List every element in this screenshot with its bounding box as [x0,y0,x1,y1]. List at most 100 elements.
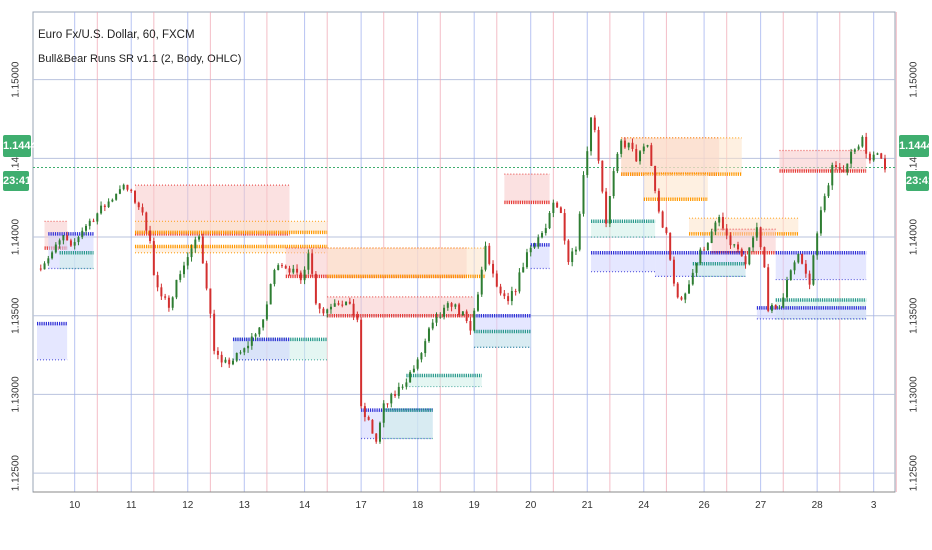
candle-body [446,303,449,308]
candle-body [247,345,250,349]
candle-body [544,228,547,234]
candle-body [541,233,544,238]
candle-body [672,259,675,284]
candle-body [559,207,562,214]
candle-body [100,205,103,214]
candle-body [416,359,419,369]
candle-body [292,268,295,273]
candle-body [329,306,332,310]
candle-body [642,146,645,152]
candle-body [661,211,664,228]
candle-body [691,272,694,285]
candle-body [186,257,189,266]
candle-body [254,334,257,337]
candle-body [510,291,513,302]
candle-body [239,352,242,354]
candle-body [876,153,879,155]
candle-body [84,225,87,231]
candle-body [631,142,634,149]
candle-body [224,359,227,363]
candle-body [352,303,355,316]
candle-body [752,237,755,248]
candle-body [503,293,506,297]
candle-body [137,202,140,208]
candle-body [118,189,121,194]
candle-body [363,406,366,418]
bear-zone [327,296,475,316]
candle-body [804,263,807,274]
candle-body [337,303,340,305]
candle-body [348,301,351,304]
bull-zone [37,323,68,360]
candle-body [476,294,479,311]
bull-zone [59,252,94,269]
x-tick-label: 17 [356,500,368,511]
bull-zone [530,244,550,269]
candle-body [111,199,114,202]
candle-body [816,233,819,256]
candle-body [778,307,781,309]
x-tick-label: 3 [871,500,877,511]
candle-body [574,249,577,252]
x-tick-label: 13 [239,500,251,511]
candle-body [548,213,551,229]
bear-zone [134,221,328,233]
candle-body [401,386,404,388]
candle-body [216,350,219,355]
candle-body [152,241,155,276]
candle-body [130,189,133,191]
candle-body [69,240,72,246]
y-tick-label: 1.14500 [11,140,22,177]
candle-body [646,145,649,147]
candle-body [341,304,344,306]
chart-axes: 1.15000 1.15000 1.14500 1.14500 1.14000 1.140… [11,61,920,511]
candle-body [326,309,329,314]
candle-body [676,283,679,298]
candle-body [733,244,736,246]
candle-body [382,403,385,423]
candle-body [439,316,442,318]
y-tick-label: 1.13000 [11,376,22,413]
bull-zone [692,263,746,277]
candle-body [763,247,766,268]
y-tick-label: 1.13000 [909,376,920,413]
candle-body [868,153,871,161]
chart-title: Euro Fx/U.S. Dollar, 60, FXCM [38,29,195,41]
candle-body [850,151,853,164]
candle-body [880,153,883,159]
x-tick-label: 14 [299,500,311,511]
candle-body [409,372,412,383]
candle-body [627,142,630,148]
candle-body [273,270,276,285]
candle-body [514,291,517,293]
candle-body [819,210,822,234]
candle-body [759,227,762,248]
candle-body [81,230,84,238]
candle-body [88,220,91,226]
candle-body [269,284,272,305]
x-tick-label: 11 [126,500,137,511]
candle-body [601,160,604,192]
candle-body [748,247,751,265]
bear-zone [134,246,328,253]
candle-body [322,308,325,314]
y-tick-label: 1.14000 [909,219,920,256]
candle-body [586,151,589,176]
candle-body [96,213,99,222]
candle-body [397,386,400,396]
bull-zone [406,375,482,387]
candle-body [435,317,438,323]
candle-body [853,149,856,152]
x-tick-label: 10 [69,500,81,511]
candle-body [846,163,849,173]
candle-body [597,129,600,161]
candle-body [141,207,144,213]
candle-body [473,310,476,331]
candle-body [518,272,521,292]
candle-body [469,320,472,331]
candle-body [774,304,777,309]
candle-body [265,304,268,320]
candle-body [412,368,415,373]
candle-body [842,169,845,173]
